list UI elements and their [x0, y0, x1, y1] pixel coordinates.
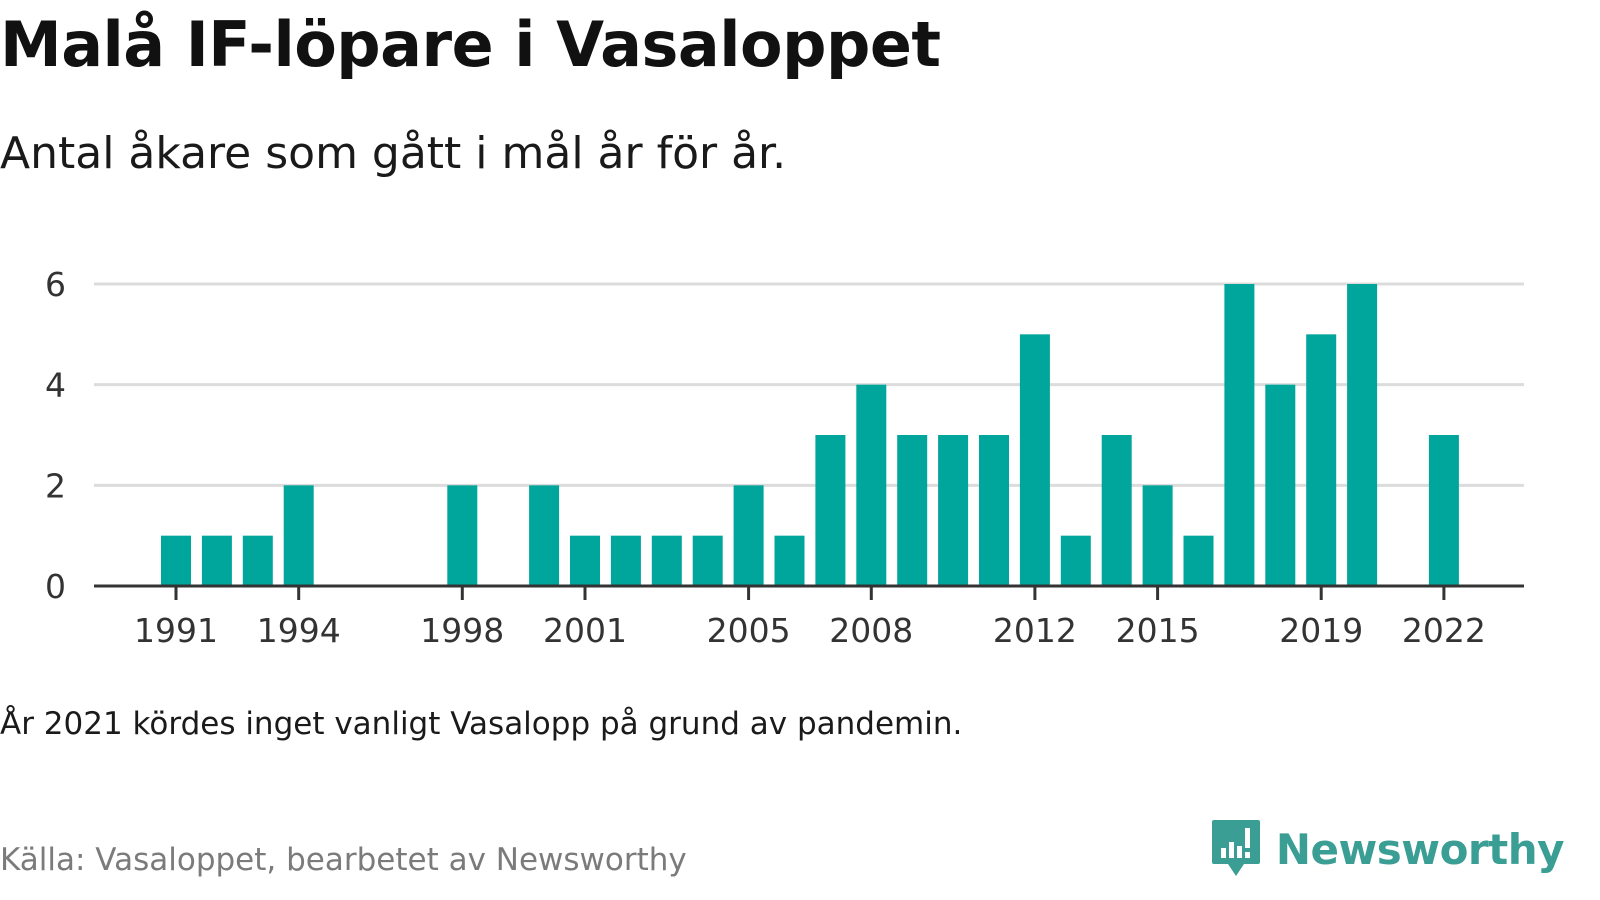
- bar-2002: [610, 535, 641, 586]
- bar-1993: [242, 535, 273, 586]
- chart-subtitle: Antal åkare som gått i mål år för år.: [0, 128, 787, 179]
- bar-1992: [201, 535, 232, 586]
- bars: [161, 284, 1459, 586]
- bar-2017: [1224, 284, 1255, 586]
- bar-1994: [283, 485, 314, 586]
- x-tick-label: 2015: [1116, 611, 1200, 650]
- x-tick-label: 2008: [829, 611, 913, 650]
- bar-2000: [529, 485, 560, 586]
- x-axis-ticks: 1991 1994 1998 2001 2005 2008 2012 2015 2019 2022: [134, 586, 1486, 650]
- y-tick-label: 4: [45, 366, 66, 405]
- bar-2018: [1265, 384, 1296, 586]
- y-tick-label: 2: [45, 466, 66, 505]
- x-tick-label: 2019: [1279, 611, 1363, 650]
- bar-2012: [1019, 334, 1050, 586]
- bar-2009: [897, 435, 928, 586]
- bar-2001: [570, 535, 600, 586]
- bar-2003: [651, 535, 682, 586]
- bar-2015: [1142, 485, 1173, 586]
- bar-2019: [1306, 334, 1337, 586]
- bar-2011: [979, 435, 1009, 586]
- bar-2013: [1060, 535, 1091, 586]
- x-tick-label: 2022: [1402, 611, 1486, 650]
- y-tick-label: 6: [45, 265, 66, 304]
- bar-2020: [1347, 284, 1378, 586]
- bar-1991: [161, 535, 191, 586]
- bar-2014: [1101, 435, 1132, 586]
- bar-2010: [938, 435, 969, 586]
- y-axis-ticks: 0 2 4 6: [45, 265, 66, 606]
- x-tick-label: 2005: [707, 611, 791, 650]
- x-tick-label: 2001: [543, 611, 627, 650]
- brand: Newsworthy: [1210, 818, 1565, 880]
- bar-2016: [1183, 535, 1214, 586]
- brand-name: Newsworthy: [1275, 824, 1565, 874]
- bar-2008: [856, 384, 887, 586]
- bar-2022: [1428, 435, 1459, 586]
- bar-chart: 0 2 4 6 1991 1994 1998 2001 2005 2008 2012 2015 201…: [45, 265, 1524, 650]
- y-tick-label: 0: [45, 567, 66, 606]
- x-tick-label: 1991: [134, 611, 218, 650]
- chart-source: Källa: Vasaloppet, bearbetet av Newswort…: [0, 842, 687, 878]
- bar-1998: [447, 485, 478, 586]
- bar-2004: [692, 535, 723, 586]
- x-tick-label: 1998: [420, 611, 504, 650]
- bar-2007: [815, 435, 846, 586]
- chart-note: År 2021 kördes inget vanligt Vasalopp på…: [0, 706, 963, 742]
- bar-2005: [733, 485, 764, 586]
- newsworthy-logo-icon: [1211, 820, 1260, 876]
- x-tick-label: 2012: [993, 611, 1077, 650]
- chart-title: Malå IF-löpare i Vasaloppet: [0, 8, 941, 81]
- bar-2006: [774, 535, 805, 586]
- x-tick-label: 1994: [257, 611, 341, 650]
